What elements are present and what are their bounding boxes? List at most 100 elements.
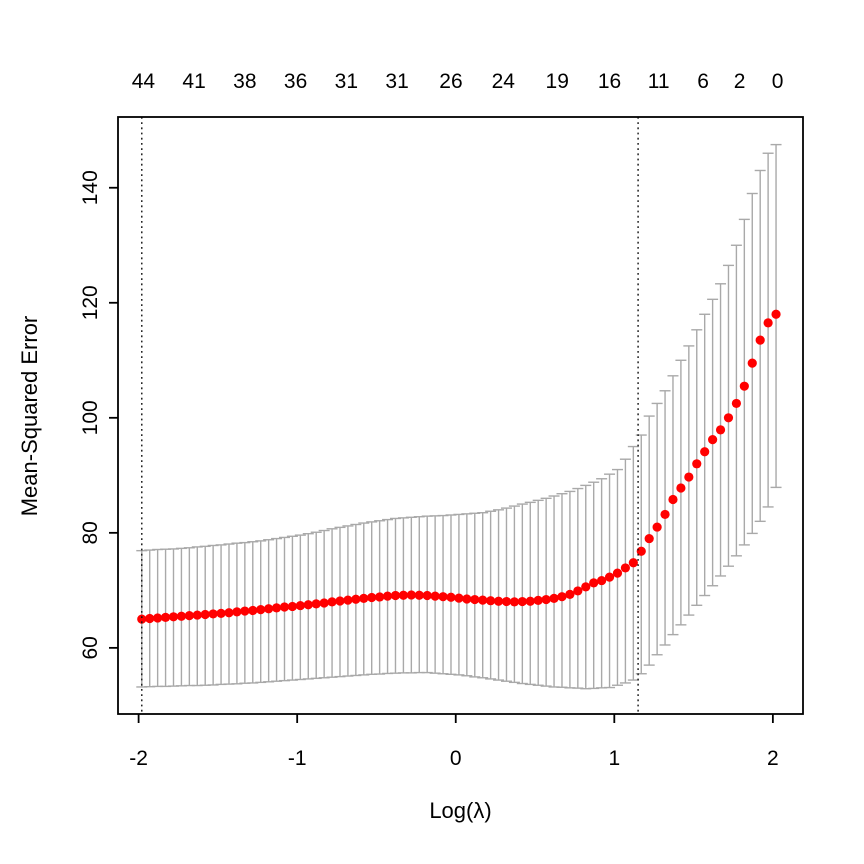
cv-point	[509, 597, 520, 607]
cv-point	[470, 594, 480, 605]
cv-point	[573, 586, 583, 596]
x-tick-label: 2	[767, 747, 779, 770]
cv-point	[723, 413, 734, 423]
cv-point	[248, 605, 258, 616]
cv-point	[454, 593, 464, 603]
cv-point	[525, 596, 535, 606]
cv-point	[367, 592, 377, 603]
error-bar	[524, 501, 536, 686]
cv-point	[406, 590, 416, 600]
cv-point	[565, 589, 575, 599]
cv-point	[541, 594, 551, 605]
cv-point	[319, 598, 329, 608]
cv-point	[240, 606, 250, 616]
y-axis-title: Mean-Squared Error	[17, 315, 42, 517]
cv-point	[335, 596, 345, 606]
error-bar	[762, 152, 774, 508]
y-tick-label: 100	[79, 400, 102, 435]
y-tick-label: 140	[79, 170, 102, 205]
cv-point	[279, 602, 290, 612]
cv-point	[612, 568, 623, 578]
cv-point	[168, 612, 179, 622]
plot-box	[117, 116, 804, 715]
cv-point	[755, 335, 765, 345]
cv-point	[604, 572, 615, 582]
cv-point	[501, 596, 512, 607]
error-bar	[548, 495, 560, 688]
cv-point	[414, 590, 424, 600]
cv-point	[660, 509, 670, 520]
top-axis-label: 41	[182, 70, 205, 93]
cv-point	[176, 611, 187, 621]
cv-point	[327, 597, 337, 607]
top-axis-label: 24	[492, 70, 516, 93]
cv-point	[351, 594, 361, 604]
x-tick-label: 0	[450, 747, 462, 770]
cv-point	[549, 593, 559, 603]
error-bar	[754, 169, 766, 523]
cv-point	[652, 522, 662, 532]
x-tick-label: -2	[129, 747, 148, 770]
cv-point	[200, 609, 210, 620]
cv-point	[390, 590, 401, 601]
y-tick-label: 120	[79, 285, 102, 320]
x-tick-label: -1	[288, 747, 307, 770]
cv-point	[192, 610, 202, 620]
cv-point	[581, 582, 591, 592]
error-bar	[667, 375, 679, 636]
cv-point	[256, 605, 266, 615]
cv-point	[382, 591, 393, 601]
cv-point	[715, 425, 726, 435]
top-axis: 44 41 38 36 31 31 26 24 19 16 11 6 2 0	[132, 70, 784, 93]
cv-point	[208, 609, 218, 619]
top-axis-label: 26	[439, 70, 462, 93]
cv-point	[264, 604, 274, 614]
top-axis-label: 31	[335, 70, 358, 93]
error-bar	[508, 505, 520, 684]
cv-point	[731, 398, 742, 409]
top-axis-label: 44	[132, 70, 156, 93]
cv-point	[271, 603, 282, 613]
y-tick-label: 80	[79, 521, 102, 544]
cv-point	[644, 533, 654, 544]
cv-point	[676, 483, 686, 493]
cv-point	[597, 575, 607, 586]
cv-point	[145, 613, 155, 624]
cv-point	[628, 558, 638, 568]
error-bar	[556, 493, 568, 688]
error-bar	[516, 503, 528, 685]
top-axis-label: 16	[598, 70, 621, 93]
error-bar	[493, 509, 505, 681]
y-axis: 60 80 100 120 140	[79, 170, 118, 660]
cv-point	[462, 594, 472, 604]
top-axis-label: 0	[772, 70, 784, 93]
cv-point	[232, 607, 242, 617]
cv-point	[557, 592, 567, 602]
error-bar	[477, 511, 489, 679]
cv-point	[375, 592, 385, 602]
cv-point	[184, 611, 194, 621]
cv-point	[303, 600, 313, 610]
cv-point	[398, 590, 409, 600]
cv-point	[763, 318, 773, 328]
y-tick-label: 60	[79, 636, 102, 659]
cv-point	[620, 563, 631, 573]
cv-point	[430, 591, 440, 601]
error-bar	[500, 507, 512, 682]
error-bar	[532, 499, 544, 686]
cv-point	[486, 596, 496, 606]
top-axis-label: 11	[648, 70, 670, 93]
cv-point	[692, 459, 702, 469]
top-axis-label: 36	[284, 70, 307, 93]
cv-point	[343, 595, 353, 605]
error-bars-group	[136, 143, 782, 690]
top-axis-label: 6	[697, 70, 709, 93]
cv-point	[739, 381, 749, 391]
cv-point	[478, 595, 488, 605]
cv-point	[295, 600, 305, 611]
error-bar	[485, 510, 497, 680]
cv-point	[422, 590, 432, 601]
cv-point	[153, 613, 163, 623]
cv-point	[438, 592, 448, 602]
